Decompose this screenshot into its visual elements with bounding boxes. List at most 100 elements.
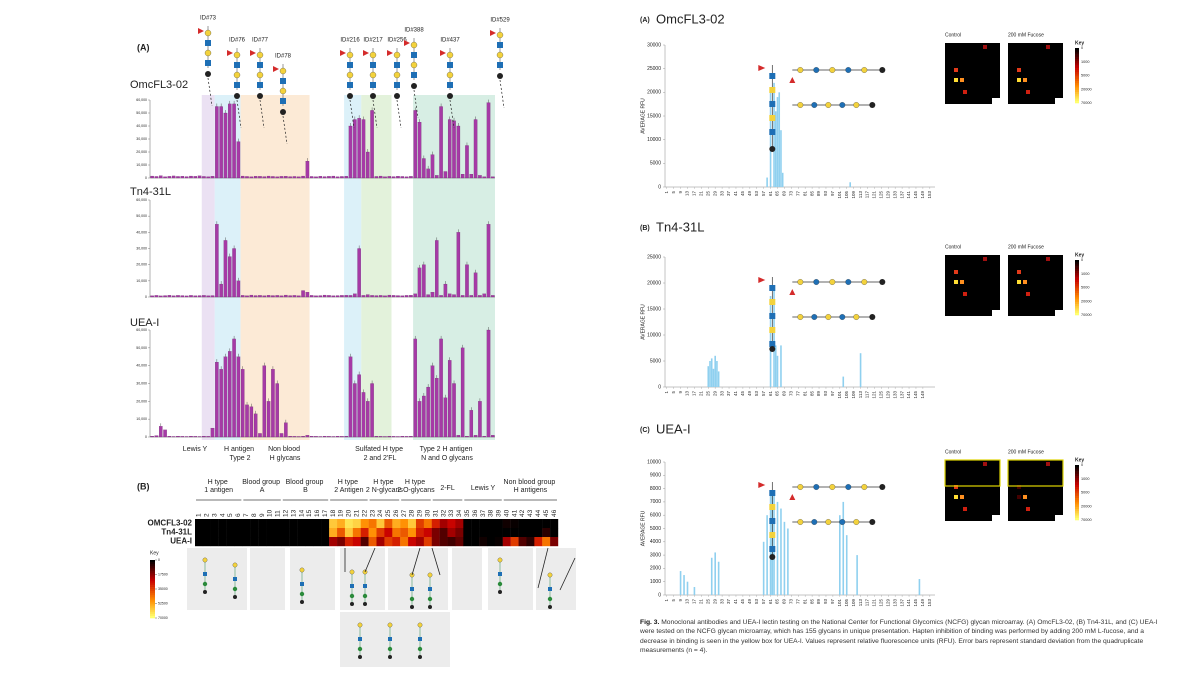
glycan-residue [769,299,776,305]
bar [344,176,348,179]
glycan-residue [825,102,832,108]
bar [348,356,353,438]
inset-cell [1017,78,1021,82]
x-tick-label: 41 [733,599,738,605]
bar [223,240,228,298]
key-swatch [1075,290,1079,294]
bar [366,401,370,438]
bar [473,435,478,438]
y-axis-label: AVERAGE RFU [640,304,646,340]
caption: Fig. 3. Monoclonal antibodies and UEA-I … [640,618,1160,656]
key-tick-label: 20000 [1081,504,1092,508]
glycan-residue [769,341,776,347]
y-tick-label: 5000 [650,358,661,364]
y-tick-label: 40,000 [136,364,147,368]
bar [249,406,254,438]
key-swatch [1075,67,1079,71]
glycan-residue [853,102,860,108]
heat-cell [273,537,283,547]
heat-cell [463,537,472,547]
arrow [431,547,441,576]
heat-cell [266,519,275,529]
key-swatch [150,571,155,574]
bar [478,401,482,438]
heat-cell [266,537,275,547]
heat-cell [415,519,425,529]
bar [413,293,417,298]
arrow [449,99,455,129]
x-tick-label: 85 [809,391,814,397]
bar [180,176,185,179]
bar [305,435,310,438]
heat-cell [360,537,369,547]
heat-cell [431,528,440,538]
x-tick-label: 9 [678,599,683,602]
bar [361,119,366,179]
heat-cell [195,519,204,529]
bar [228,103,232,179]
bar [447,119,452,179]
heat-cell [250,519,259,529]
x-tick-label: 61 [768,599,773,605]
glycan-residue [446,51,454,59]
arrow [207,77,213,107]
bar [465,145,469,179]
glycan-residue [797,519,804,525]
glycan-residue [393,71,401,79]
arrow [396,99,402,129]
key-swatch [1075,275,1079,278]
bar [443,171,448,179]
glycan-residue [410,61,418,69]
x-tick-label: 33 [719,191,724,197]
heat-cell [400,519,409,529]
key-swatch [150,577,155,580]
band [344,95,362,440]
band [240,95,310,440]
band-label: Lewis Y [183,446,208,453]
heat-cell [297,519,306,529]
glycan-residue [257,93,263,99]
glycan-id: ID#76 [229,38,246,44]
glycan-residue [404,40,410,46]
heat-cell [447,528,456,538]
key-swatch [1075,473,1079,477]
glycan-residue [279,87,287,95]
bar [378,436,383,438]
bar [353,119,357,179]
glycan-residue [232,586,238,592]
heat-cell [234,519,243,529]
bar [417,401,422,438]
key-swatch [1075,498,1079,501]
y-tick-label: 2000 [650,566,661,572]
bar [859,353,862,387]
column-label: 7 [243,513,250,517]
glycan-residue [427,572,433,578]
y-axis-label: AVERAGE RFU [640,98,646,134]
x-tick-label: 41 [733,191,738,197]
bar [202,436,206,438]
bar [374,176,379,179]
key-swatch [1075,264,1079,267]
bar [391,295,396,298]
key-swatch [150,575,155,578]
x-tick-label: 73 [789,599,794,605]
glycan-id: ID#256 [387,38,407,44]
y-tick-label: 1000 [650,579,661,585]
glycan-id: ID#78 [275,54,292,60]
key-swatch [150,612,155,615]
x-tick-label: 89 [816,191,821,197]
key-title: Key [1075,252,1084,258]
column-label: 24 [377,509,384,517]
x-tick-label: 21 [699,191,704,197]
bar [275,176,279,179]
band [201,95,215,440]
x-tick-label: 25 [705,599,710,605]
heat-cell [471,537,480,547]
x-tick-label: 129 [885,599,890,607]
glycan-residue [758,277,766,283]
bar [331,175,336,179]
bar [762,541,765,595]
bar [232,248,236,298]
bar [240,175,245,179]
